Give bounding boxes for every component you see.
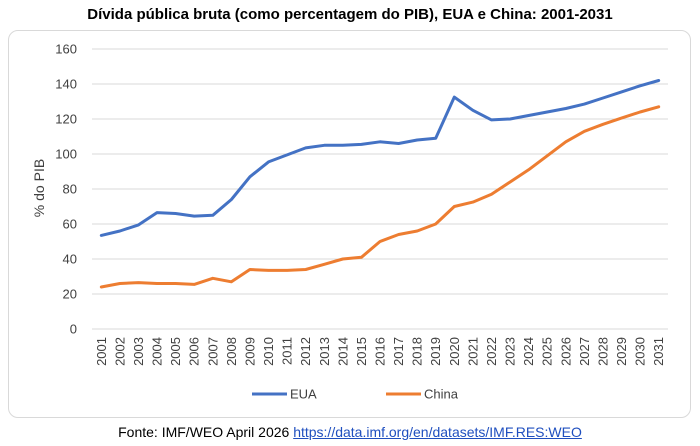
- y-axis-title: % do PIB: [31, 159, 47, 217]
- legend-label-eua: EUA: [290, 387, 317, 402]
- legend: EUA China: [252, 387, 459, 402]
- series-line-china: [99, 105, 661, 289]
- y-tick-160: 160: [55, 42, 77, 57]
- y-tick-0: 0: [70, 322, 77, 337]
- x-tick-2019: 2019: [428, 337, 443, 366]
- x-tick-2028: 2028: [595, 337, 610, 366]
- chart-title: Dívida pública bruta (como percentagem d…: [87, 6, 613, 23]
- y-tick-60: 60: [63, 217, 77, 232]
- series-lines: [99, 79, 661, 289]
- y-tick-80: 80: [63, 182, 77, 197]
- source-note: Fonte: IMF/WEO April 2026 https://data.i…: [0, 424, 700, 440]
- y-tick-20: 20: [63, 287, 77, 302]
- x-tick-2004: 2004: [150, 337, 165, 366]
- x-tick-2015: 2015: [354, 337, 369, 366]
- x-tick-2018: 2018: [410, 337, 425, 366]
- x-tick-2010: 2010: [261, 337, 276, 366]
- gridlines: [92, 48, 668, 330]
- x-tick-2030: 2030: [633, 337, 648, 366]
- legend-label-china: China: [424, 387, 459, 402]
- x-tick-2012: 2012: [298, 337, 313, 366]
- series-line-eua: [99, 79, 661, 237]
- x-tick-2026: 2026: [558, 337, 573, 366]
- x-axis-ticks: 2001 2002 2003 2004 2005 2006 2007 2008 2009 2010…: [94, 337, 666, 366]
- x-tick-2003: 2003: [131, 337, 146, 366]
- y-tick-140: 140: [55, 77, 77, 92]
- x-tick-2008: 2008: [224, 337, 239, 366]
- x-tick-2021: 2021: [465, 337, 480, 366]
- x-tick-2031: 2031: [651, 337, 666, 366]
- x-tick-2014: 2014: [335, 337, 350, 366]
- x-tick-2006: 2006: [187, 337, 202, 366]
- y-tick-120: 120: [55, 112, 77, 127]
- x-tick-2020: 2020: [447, 337, 462, 366]
- x-tick-2007: 2007: [205, 337, 220, 366]
- x-tick-2027: 2027: [577, 337, 592, 366]
- source-label: Fonte: IMF/WEO April 2026: [118, 424, 290, 440]
- x-tick-2022: 2022: [484, 337, 499, 366]
- y-axis-ticks: 0 20 40 60 80 100 120 140 160: [55, 42, 77, 337]
- chart-area: [8, 30, 691, 418]
- x-tick-2016: 2016: [373, 337, 388, 366]
- x-tick-2001: 2001: [94, 337, 109, 366]
- x-tick-2011: 2011: [280, 337, 295, 365]
- x-tick-2023: 2023: [503, 337, 518, 366]
- x-tick-2017: 2017: [391, 337, 406, 366]
- x-tick-2005: 2005: [168, 337, 183, 366]
- x-tick-2025: 2025: [540, 337, 555, 366]
- y-tick-40: 40: [63, 252, 77, 267]
- y-tick-100: 100: [55, 147, 77, 162]
- x-tick-2013: 2013: [317, 337, 332, 366]
- x-tick-2029: 2029: [614, 337, 629, 366]
- x-tick-2002: 2002: [112, 337, 127, 366]
- x-tick-2024: 2024: [521, 337, 536, 366]
- x-tick-2009: 2009: [242, 337, 257, 366]
- source-link[interactable]: https://data.imf.org/en/datasets/IMF.RES…: [293, 424, 582, 440]
